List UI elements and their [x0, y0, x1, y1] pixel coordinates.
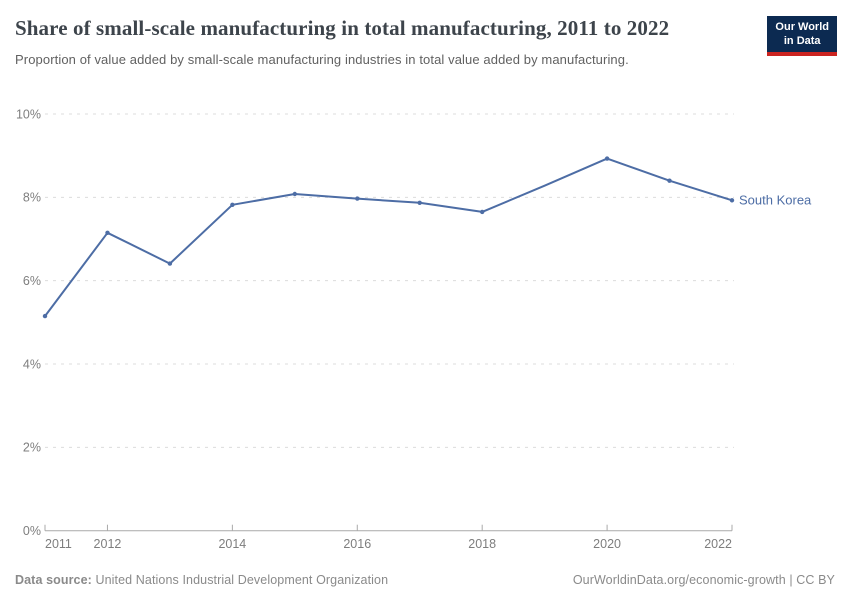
owid-url-link[interactable]: OurWorldinData.org/economic-growth | CC … — [572, 573, 835, 587]
series-entity-label: South Korea — [739, 193, 812, 208]
x-tick-label: 2022 — [704, 537, 732, 551]
x-tick-label: 2014 — [218, 537, 246, 551]
y-tick-label: 4% — [23, 357, 41, 371]
x-tick-label: 2020 — [593, 537, 621, 551]
data-point-marker — [729, 198, 735, 203]
data-point-marker — [230, 202, 235, 207]
data-point-marker — [42, 313, 48, 319]
data-point-marker — [417, 200, 422, 205]
data-point-marker — [604, 156, 610, 161]
chart-header: Share of small-scale manufacturing in to… — [15, 14, 750, 67]
chart-title: Share of small-scale manufacturing in to… — [15, 16, 670, 40]
y-tick-label: 8% — [23, 191, 41, 205]
data-point-marker — [480, 209, 485, 215]
x-tick-label: 2018 — [468, 537, 496, 551]
data-point-marker — [167, 261, 173, 266]
data-source-note: Data source: United Nations Industrial D… — [15, 573, 388, 587]
owid-logo-line2: in Data — [783, 34, 821, 47]
x-tick-label: 2012 — [94, 537, 122, 551]
y-tick-label: 10% — [16, 107, 41, 121]
data-source-label: Data source: — [15, 573, 92, 587]
y-tick-label: 0% — [23, 524, 41, 538]
data-point-marker — [105, 230, 110, 235]
data-source-text: United Nations Industrial Development Or… — [95, 573, 389, 587]
owid-logo-line1: Our World — [775, 21, 829, 33]
data-point-marker — [667, 178, 672, 183]
owid-logo: Our World in Data — [767, 16, 837, 56]
x-tick-label: 2016 — [343, 537, 371, 551]
data-point-marker — [292, 191, 297, 197]
series-line — [44, 157, 733, 318]
y-tick-label: 2% — [23, 441, 41, 455]
data-point-marker — [355, 196, 360, 201]
chart-subtitle: Proportion of value added by small-scale… — [15, 51, 629, 67]
y-tick-label: 6% — [23, 274, 41, 288]
x-tick-label: 2011 — [45, 537, 72, 551]
chart-footer: Data source: United Nations Industrial D… — [15, 573, 835, 587]
